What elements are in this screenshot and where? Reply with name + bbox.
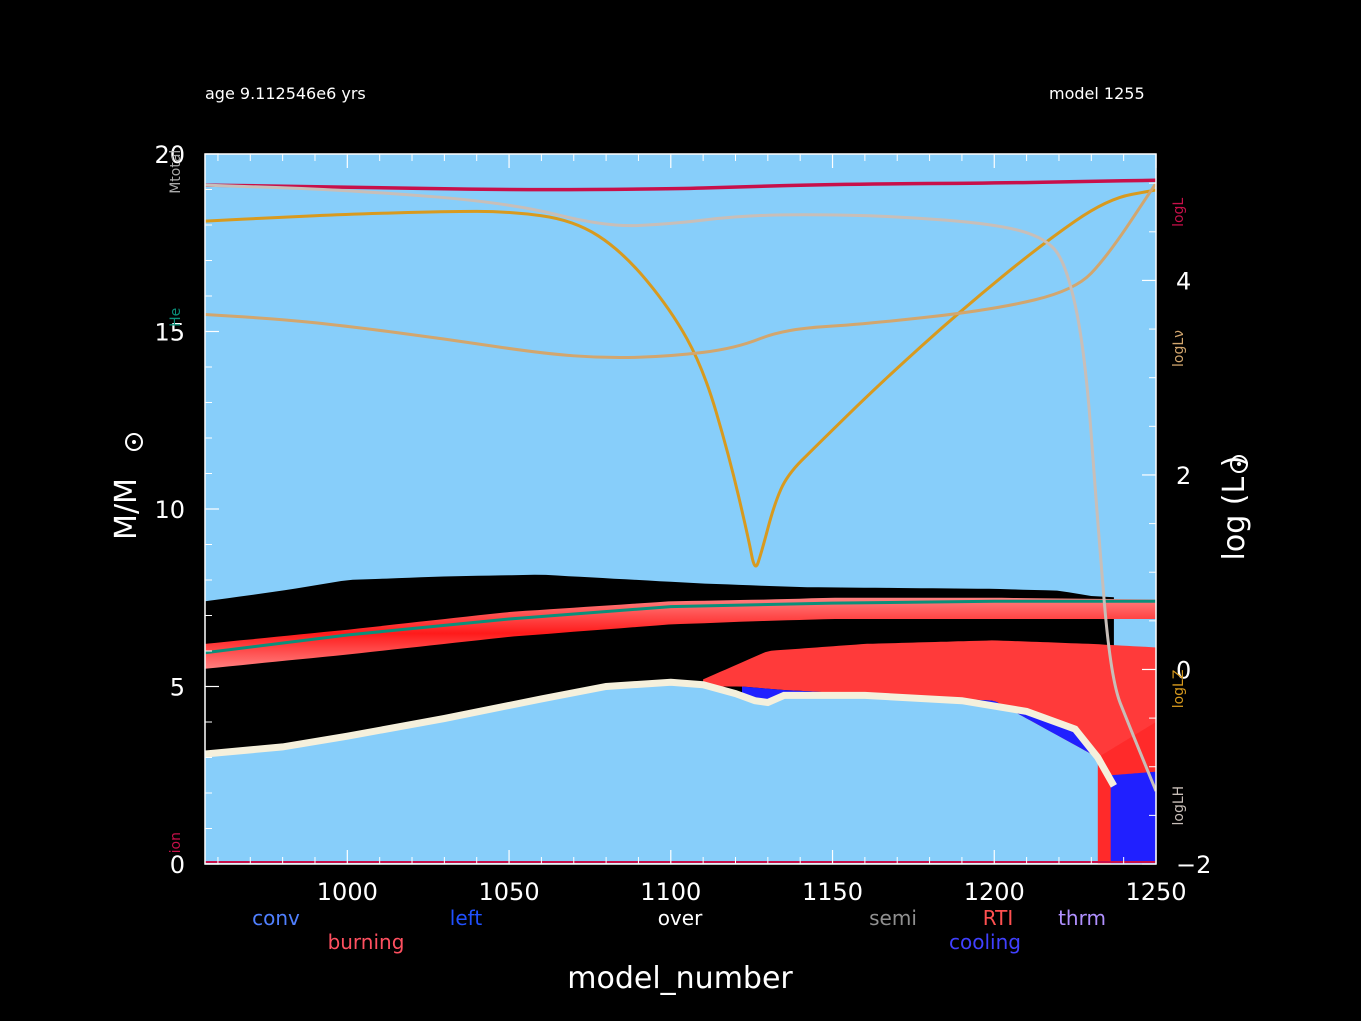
left-axis-tag: He: [168, 308, 184, 327]
legend-item-semi: semi: [869, 906, 917, 930]
y-left-tick-label: 20: [154, 141, 185, 169]
x-tick-label: 1000: [317, 878, 378, 906]
x-tick-label: 1100: [640, 878, 701, 906]
x-tick-label: 1200: [964, 878, 1025, 906]
core-convection: [205, 682, 1114, 864]
left-axis-tag: ion: [168, 832, 184, 853]
he-core-mass-line: [205, 599, 1156, 655]
model-label: model 1255: [1049, 84, 1145, 103]
right-axis-tag: logLH: [1171, 786, 1187, 826]
sun-symbol-left-dot: [132, 440, 136, 444]
y-right-tick-label: 2: [1176, 462, 1191, 490]
y-left-tick-label: 0: [170, 851, 185, 879]
right-axis-tag: logLν: [1171, 330, 1187, 367]
y-right-tick-label: 4: [1176, 267, 1191, 295]
shell-burning-region: [703, 640, 1156, 769]
right-axis-tag: logL: [1171, 198, 1187, 227]
legend-item-cooling: cooling: [949, 930, 1021, 954]
legend-item-thrm: thrm: [1058, 906, 1106, 930]
x-tick-label: 1050: [479, 878, 540, 906]
series-line-logL: [205, 178, 1156, 192]
series-line-logLH: [205, 183, 1156, 792]
y-left-axis-label: M/M: [109, 478, 144, 540]
x-tick-label: 1250: [1125, 878, 1186, 906]
legend-item-RTI: RTI: [983, 906, 1014, 930]
sun-symbol-right-dot: [1237, 462, 1241, 466]
cooling-region-lower: [1110, 771, 1156, 864]
y-left-tick-label: 10: [154, 496, 185, 524]
x-tick-label: 1150: [802, 878, 863, 906]
left-axis-tag: Mtotal: [168, 150, 184, 194]
y-right-tick-label: 0: [1176, 656, 1191, 684]
x-axis-label: model_number: [567, 961, 793, 996]
y-left-tick-label: 15: [154, 319, 185, 347]
legend-item-left: left: [450, 906, 483, 930]
age-label: age 9.112546e6 yrs: [205, 84, 366, 103]
legend-item-burning: burning: [328, 930, 405, 954]
legend-item-conv: conv: [252, 906, 300, 930]
cooling-region: [742, 686, 1098, 758]
burning-band: [205, 597, 1156, 669]
right-axis-tag: logLZ: [1171, 670, 1187, 709]
sun-symbol-left: [125, 433, 143, 451]
y-left-tick-label: 5: [170, 674, 185, 702]
sun-symbol-right: [1230, 455, 1248, 473]
y-right-axis-label: log (L ): [1217, 456, 1252, 561]
legend-item-over: over: [658, 906, 703, 930]
series-line-logL: [205, 182, 1156, 360]
y-right-tick-label: −2: [1176, 851, 1211, 879]
core-boundary-line: [205, 678, 1117, 788]
series-line-logLZ: [205, 188, 1156, 568]
